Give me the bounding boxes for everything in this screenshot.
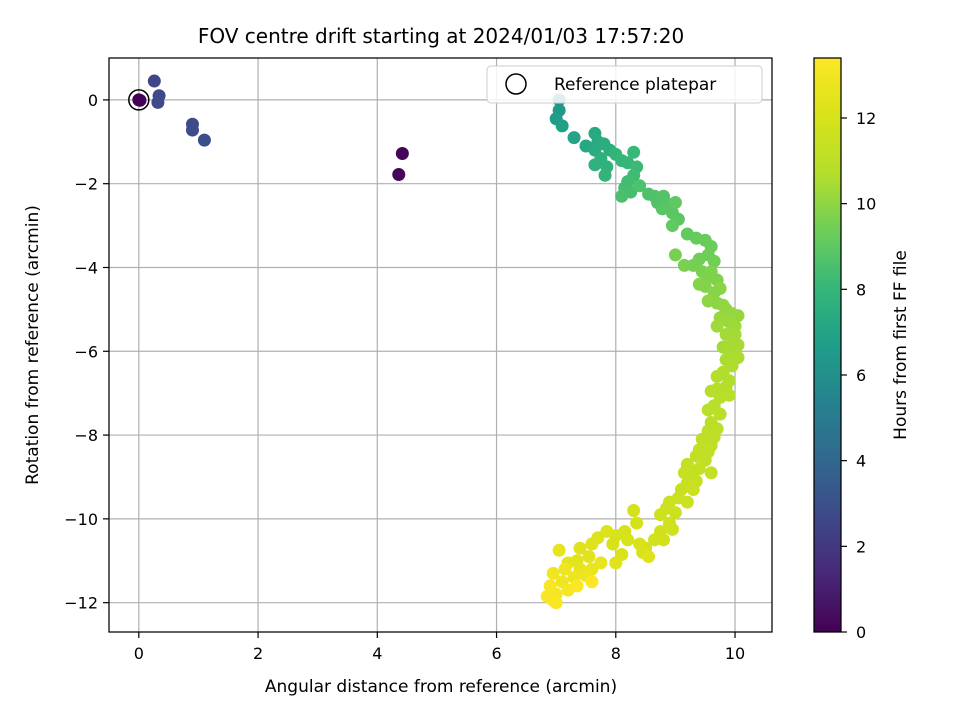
data-point [621, 533, 635, 547]
colorbar-tick-label: 4 [856, 452, 866, 471]
colorbar-tick-label: 8 [856, 280, 866, 299]
y-tick-label: 0 [88, 91, 98, 110]
data-point [606, 537, 620, 551]
data-point [642, 550, 656, 564]
data-point [668, 196, 682, 210]
data-point [713, 281, 727, 295]
colorbar-tick-label: 2 [856, 537, 866, 556]
colorbar-tick-label: 10 [856, 195, 876, 214]
data-point [585, 537, 599, 551]
data-point [668, 248, 682, 262]
data-point [710, 369, 724, 383]
data-point [630, 516, 644, 530]
colorbar-frame [813, 57, 842, 633]
legend: Reference platepar [486, 65, 763, 104]
data-point [665, 219, 679, 233]
colorbar-tick-label: 6 [856, 366, 866, 385]
data-point [147, 74, 161, 88]
x-tick-label: 2 [253, 644, 263, 663]
data-point [710, 319, 724, 333]
x-axis-label: Angular distance from reference (arcmin) [265, 677, 617, 697]
data-point [677, 258, 691, 272]
data-point [582, 550, 596, 564]
y-tick-label: −8 [74, 426, 98, 445]
x-tick-label: 10 [725, 644, 745, 663]
data-point [627, 145, 641, 159]
data-point [680, 495, 694, 509]
data-point [594, 556, 608, 570]
data-point [546, 594, 560, 608]
data-point [668, 506, 682, 520]
data-point [665, 522, 679, 536]
plot-frame [108, 57, 773, 633]
y-tick-label: −2 [74, 175, 98, 194]
data-point [686, 483, 700, 497]
colorbar-tick-label: 0 [856, 623, 866, 642]
data-point [689, 449, 703, 463]
data-point [701, 403, 715, 417]
data-point [558, 562, 572, 576]
axes-layer: 0 2 4 6 8 10 0 −2 −4 −6 −8 −10 −12 [64, 91, 745, 663]
data-point [395, 147, 409, 161]
x-tick-label: 6 [491, 644, 501, 663]
data-point [707, 254, 721, 268]
colorbar: 0 2 4 6 8 10 12 Hours from first FF file [813, 57, 911, 642]
data-point [197, 133, 211, 147]
colorbar-label: Hours from first FF file [891, 250, 911, 440]
reference-platepar-marker [128, 89, 150, 111]
data-point [546, 566, 560, 580]
legend-marker-reference [505, 73, 527, 95]
data-point [570, 579, 584, 593]
x-tick-label: 8 [611, 644, 621, 663]
data-point [627, 503, 641, 517]
data-point [573, 541, 587, 555]
data-point [692, 277, 706, 291]
data-point [588, 158, 602, 172]
data-point [648, 533, 662, 547]
data-point [713, 407, 727, 421]
reference-layer [128, 89, 150, 111]
data-point [567, 131, 581, 145]
y-tick-label: −10 [64, 510, 98, 529]
points-layer [132, 74, 745, 610]
y-tick-label: −6 [74, 342, 98, 361]
data-point [722, 388, 736, 402]
data-point [656, 533, 670, 547]
colorbar-gradient [814, 58, 841, 632]
data-point [133, 93, 147, 107]
data-point [392, 167, 406, 181]
legend-box [486, 65, 763, 104]
data-point [585, 575, 599, 589]
data-point [615, 189, 629, 203]
data-point [654, 508, 668, 522]
y-axis-label: Rotation from reference (arcmin) [23, 205, 43, 485]
data-point [633, 179, 647, 193]
data-point [185, 123, 199, 137]
data-point [704, 466, 718, 480]
data-point [151, 95, 165, 109]
data-point [555, 119, 569, 133]
data-point [609, 556, 623, 570]
data-point [655, 202, 669, 216]
chart-title: FOV centre drift starting at 2024/01/03 … [198, 24, 684, 48]
x-tick-label: 0 [134, 644, 144, 663]
x-tick-label: 4 [372, 644, 382, 663]
y-tick-label: −4 [74, 258, 98, 277]
colorbar-tick-label: 12 [856, 109, 876, 128]
data-point [598, 168, 612, 182]
y-tick-label: −12 [64, 594, 98, 613]
legend-label-reference: Reference platepar [554, 75, 716, 95]
data-point [543, 579, 557, 593]
colorbar-ticks: 0 2 4 6 8 10 12 [841, 109, 876, 642]
data-point [677, 466, 691, 480]
data-point [552, 543, 566, 557]
